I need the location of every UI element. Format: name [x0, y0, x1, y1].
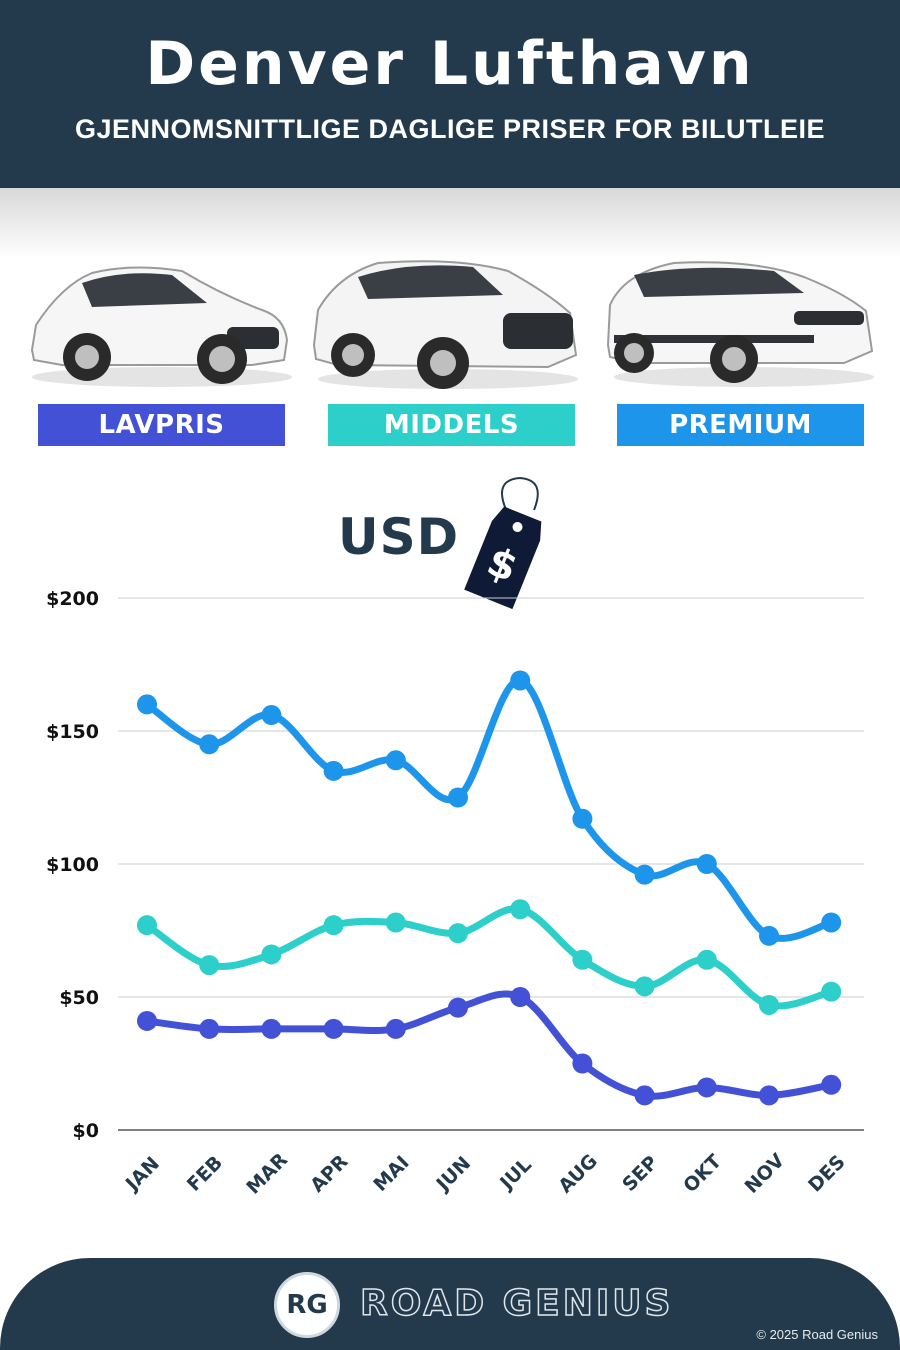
data-point-premium	[634, 864, 655, 885]
data-point-middels	[759, 994, 779, 1015]
page-subtitle: GJENNOMSNITTLIGE DAGLIGE PRISER FOR BILU…	[74, 114, 826, 144]
x-tick-label: MAR	[242, 1149, 292, 1199]
category-label-premium: PREMIUM	[617, 404, 864, 446]
data-point-middels	[510, 899, 531, 920]
x-tick-label: JUL	[495, 1154, 536, 1195]
data-point-premium	[696, 854, 717, 874]
data-point-lavpris	[510, 987, 531, 1007]
price-tag-icon: $	[464, 476, 542, 610]
y-tick-label: $200	[46, 588, 99, 610]
x-tick-label: DES	[804, 1151, 850, 1197]
data-point-lavpris	[137, 1010, 157, 1031]
data-point-lavpris	[385, 1018, 406, 1039]
y-tick-label: $150	[46, 721, 99, 743]
data-point-premium	[199, 734, 220, 755]
x-tick-label: MAI	[369, 1152, 413, 1196]
x-tick-label: APR	[306, 1150, 352, 1196]
data-point-lavpris	[759, 1085, 779, 1106]
series-line-middels	[143, 905, 835, 1010]
hatchback-car-image	[22, 255, 292, 395]
x-tick-label: JAN	[120, 1153, 164, 1197]
x-tick-label: OKT	[679, 1150, 726, 1197]
data-point-lavpris	[199, 1018, 220, 1039]
data-point-middels	[261, 944, 282, 965]
header-banner: Denver Lufthavn GJENNOMSNITTLIGE DAGLIGE…	[0, 0, 900, 188]
y-tick-label: $100	[46, 854, 99, 876]
x-tick-label: SEP	[618, 1152, 662, 1196]
data-point-lavpris	[696, 1077, 717, 1098]
data-point-middels	[696, 949, 717, 970]
data-point-premium	[572, 808, 593, 829]
data-point-premium	[448, 787, 468, 808]
data-point-middels	[323, 915, 344, 936]
x-tick-label: FEB	[183, 1152, 227, 1196]
data-point-middels	[199, 955, 220, 976]
luxury-suv-car-image	[604, 255, 874, 395]
data-point-middels	[448, 923, 468, 944]
y-tick-label: $50	[59, 987, 99, 1009]
line-chart: $0 $50 $100 $150 $200 JAN FEB MAR APR MAI JUN JUL AU…	[46, 588, 864, 1199]
data-point-middels	[572, 949, 593, 970]
data-point-middels	[634, 976, 655, 997]
y-tick-label: $0	[73, 1120, 99, 1142]
data-point-lavpris	[821, 1074, 842, 1095]
data-point-middels	[137, 915, 157, 936]
data-point-lavpris	[261, 1018, 282, 1039]
data-point-premium	[821, 912, 842, 933]
category-label-middels: MIDDELS	[328, 404, 575, 446]
x-tick-label: JUN	[431, 1152, 475, 1196]
data-point-lavpris	[448, 997, 468, 1018]
brand-name: ROAD GENIUS	[359, 1282, 674, 1325]
currency-label: USD	[338, 508, 460, 566]
copyright-text: © 2025 Road Genius	[756, 1327, 878, 1342]
suv-car-image	[308, 255, 578, 395]
data-point-middels	[821, 981, 842, 1002]
data-point-premium	[510, 670, 531, 691]
series-line-lavpris	[143, 990, 835, 1100]
data-point-lavpris	[572, 1053, 593, 1074]
header-shadow	[0, 188, 900, 258]
data-point-lavpris	[634, 1085, 655, 1106]
data-point-premium	[759, 925, 779, 946]
data-point-middels	[385, 912, 406, 933]
category-label-lavpris: LAVPRIS	[38, 404, 285, 446]
data-point-premium	[137, 694, 157, 715]
data-point-lavpris	[323, 1018, 344, 1039]
page-title: Denver Lufthavn	[145, 29, 755, 99]
footer-banner: RG ROAD GENIUS © 2025 Road Genius	[0, 1258, 900, 1350]
road-genius-logo: RG	[274, 1272, 340, 1338]
data-point-premium	[261, 705, 282, 726]
series-line-premium	[143, 676, 835, 942]
data-point-premium	[385, 750, 406, 771]
x-tick-label: NOV	[741, 1149, 789, 1197]
x-tick-label: AUG	[554, 1150, 601, 1197]
data-point-premium	[323, 760, 344, 781]
